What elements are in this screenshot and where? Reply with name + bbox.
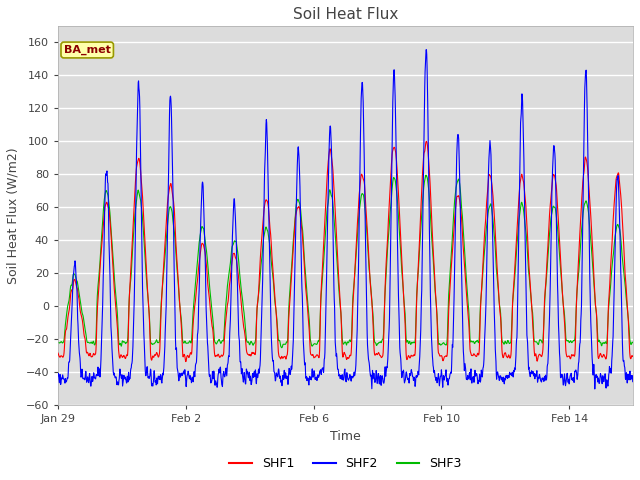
X-axis label: Time: Time <box>330 430 361 443</box>
Y-axis label: Soil Heat Flux (W/m2): Soil Heat Flux (W/m2) <box>7 147 20 284</box>
Legend: SHF1, SHF2, SHF3: SHF1, SHF2, SHF3 <box>225 452 467 475</box>
Title: Soil Heat Flux: Soil Heat Flux <box>293 7 398 22</box>
Text: BA_met: BA_met <box>64 45 111 55</box>
